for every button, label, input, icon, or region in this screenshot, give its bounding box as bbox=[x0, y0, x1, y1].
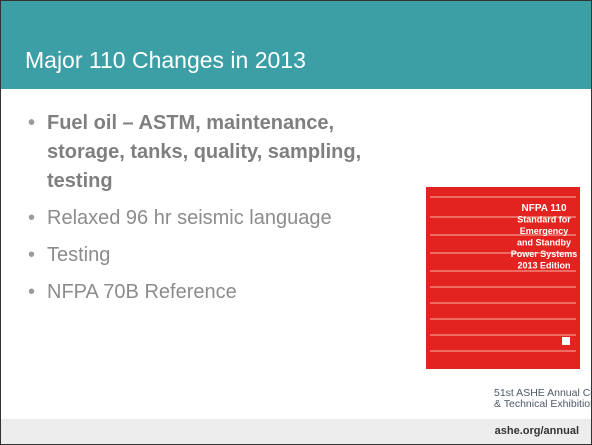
slide: Major 110 Changes in 2013 Fuel oil – AST… bbox=[0, 0, 592, 445]
footer-url: ashe.org/annual bbox=[495, 425, 579, 437]
footer-bar: ashe.org/annual bbox=[1, 419, 591, 444]
conference-label: 51st ASHE Annual Conference& Technical E… bbox=[494, 388, 592, 410]
logo bbox=[562, 337, 570, 345]
book-line: NFPA 110 bbox=[521, 203, 566, 214]
bullet: NFPA 70B Reference bbox=[25, 278, 417, 307]
book-line: and Standby bbox=[517, 238, 571, 248]
book-line: Standard for bbox=[517, 215, 571, 225]
book-line: Power Systems bbox=[511, 249, 578, 259]
conference-line: & Technical Exhibition bbox=[494, 399, 592, 410]
bullet-list: Fuel oil – ASTM, maintenance, storage, t… bbox=[25, 109, 417, 315]
bullet: Relaxed 96 hr seismic language bbox=[25, 204, 417, 233]
header-band: Major 110 Changes in 2013 bbox=[1, 1, 591, 89]
book-line: Emergency bbox=[520, 226, 569, 236]
book-line: 2013 Edition bbox=[517, 261, 570, 271]
bullet: Testing bbox=[25, 241, 417, 270]
bullet: Fuel oil – ASTM, maintenance, storage, t… bbox=[25, 109, 417, 196]
slide-title: Major 110 Changes in 2013 bbox=[25, 47, 306, 74]
